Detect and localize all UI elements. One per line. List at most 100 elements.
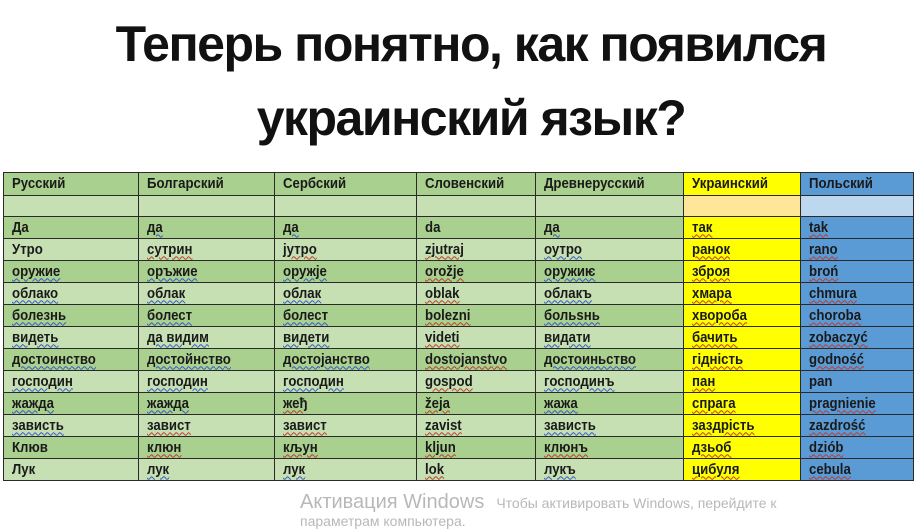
- table-cell: rano: [800, 238, 914, 261]
- table-row: болезнь болест болест bolezni больѕнь хвороба…: [3, 304, 914, 327]
- table-cell: оутро: [535, 238, 684, 261]
- cell-text: zjutraj: [425, 240, 464, 258]
- cell-text: гідність: [692, 350, 744, 368]
- table-cell: лук: [138, 458, 275, 481]
- cell-text: облако: [12, 284, 59, 302]
- cell-text: zobaczyć: [809, 328, 868, 346]
- cell-text: pan: [809, 372, 833, 390]
- table-row: жажда жажда жеђ žeja жажа спрага pragnienie: [3, 392, 914, 415]
- cell-text: Да: [12, 218, 29, 236]
- table-cell: kljun: [416, 436, 536, 459]
- table-row: господин господин господин gospod господинъ п…: [3, 370, 914, 393]
- cell-text: Украинский: [692, 175, 768, 192]
- table-cell: оръжие: [138, 260, 275, 283]
- table-cell: cebula: [800, 458, 914, 481]
- page-title-line1: Теперь понятно, как появился: [115, 16, 828, 72]
- table-cell: оружиѥ: [535, 260, 684, 283]
- table-cell: dostojanstvo: [416, 348, 536, 371]
- table-cell: клюнъ: [535, 436, 684, 459]
- table-cell: godność: [800, 348, 914, 371]
- windows-activation-watermark: Активация Windows Чтобы активировать Win…: [300, 491, 910, 529]
- table-cell: так: [683, 216, 801, 239]
- table-cell: пан: [683, 370, 801, 393]
- table-cell: достоиньство: [535, 348, 684, 371]
- cell-text: Древнерусский: [544, 175, 645, 192]
- table-cell: лук: [274, 458, 417, 481]
- table-cell: da: [416, 216, 536, 239]
- cell-text: dziób: [809, 438, 844, 456]
- table-cell: bolezni: [416, 304, 536, 327]
- cell-text: ранок: [692, 240, 731, 258]
- cell-text: да: [544, 218, 560, 236]
- table-row: оружие оръжие оружје orožje оружиѥ зброя broń: [3, 260, 914, 283]
- cell-text: зброя: [692, 262, 731, 280]
- table-cell: [3, 195, 139, 217]
- table-header-row: Русский Болгарский Сербский Словенский Древн…: [3, 172, 914, 196]
- table-cell: Сербский: [274, 172, 417, 196]
- table-cell: оружие: [3, 260, 139, 283]
- cell-text: больѕнь: [544, 306, 600, 324]
- table-cell: chmura: [800, 282, 914, 305]
- table-cell: бачить: [683, 326, 801, 349]
- table-cell: videti: [416, 326, 536, 349]
- cell-text: оръжие: [147, 262, 198, 280]
- table-blank-row: [3, 195, 914, 217]
- table-cell: хмара: [683, 282, 801, 305]
- table-row: Да да да da да так tak: [3, 216, 914, 239]
- cell-text: клюнъ: [544, 438, 589, 456]
- cell-text: Болгарский: [147, 175, 224, 192]
- table-cell: Да: [3, 216, 139, 239]
- table-cell: Русский: [3, 172, 139, 196]
- cell-text: videti: [425, 328, 460, 346]
- cell-text: Утро: [12, 240, 43, 258]
- table-cell: господин: [274, 370, 417, 393]
- cell-text: облак: [147, 284, 186, 302]
- cell-text: оружие: [12, 262, 61, 280]
- table-cell: жеђ: [274, 392, 417, 415]
- table-row: Клюв клюн кљун kljun клюнъ дзьоб dziób: [3, 436, 914, 459]
- cell-text: зависть: [12, 416, 64, 434]
- cell-text: cebula: [809, 460, 851, 478]
- table-cell: болест: [274, 304, 417, 327]
- cell-text: господин: [283, 372, 344, 390]
- windows-activation-watermark-title: Активация Windows: [300, 491, 485, 513]
- cell-text: облак: [283, 284, 322, 302]
- table-cell: Древнерусский: [535, 172, 684, 196]
- table-cell: завист: [138, 414, 275, 437]
- table-cell: цибуля: [683, 458, 801, 481]
- cell-text: жеђ: [283, 394, 308, 412]
- cell-text: господинъ: [544, 372, 615, 390]
- cell-text: choroba: [809, 306, 862, 324]
- table-cell: oblak: [416, 282, 536, 305]
- cell-text: godność: [809, 350, 864, 368]
- table-cell: сутрин: [138, 238, 275, 261]
- cell-text: болест: [283, 306, 329, 324]
- table-cell: господин: [3, 370, 139, 393]
- cell-text: достоинство: [12, 350, 96, 368]
- cell-text: жажда: [12, 394, 54, 412]
- cell-text: видеть: [12, 328, 59, 346]
- table-cell: zavist: [416, 414, 536, 437]
- table-row: достоинство достойнство достојанство dostoj…: [3, 348, 914, 371]
- table-cell: зброя: [683, 260, 801, 283]
- table-cell: dziób: [800, 436, 914, 459]
- table-cell: жажда: [138, 392, 275, 415]
- cell-text: bolezni: [425, 306, 471, 324]
- windows-activation-watermark-text-2: параметрам компьютера.: [300, 513, 466, 529]
- table-cell: Клюв: [3, 436, 139, 459]
- table-row: Лук лук лук lok лукъ цибуля cebula: [3, 458, 914, 481]
- table-cell: zobaczyć: [800, 326, 914, 349]
- table-cell: заздрість: [683, 414, 801, 437]
- cell-text: лук: [283, 460, 306, 478]
- cell-text: видати: [544, 328, 591, 346]
- cell-text: Лук: [12, 460, 36, 478]
- table-cell: pan: [800, 370, 914, 393]
- table-cell: облако: [3, 282, 139, 305]
- table-cell: да: [535, 216, 684, 239]
- table-row: зависть завист завист zavist зависть заздріст…: [3, 414, 914, 437]
- table-cell: Утро: [3, 238, 139, 261]
- cell-text: лукъ: [544, 460, 576, 478]
- cell-text: достојанство: [283, 350, 370, 368]
- cell-text: žeja: [425, 394, 450, 412]
- table-cell: lok: [416, 458, 536, 481]
